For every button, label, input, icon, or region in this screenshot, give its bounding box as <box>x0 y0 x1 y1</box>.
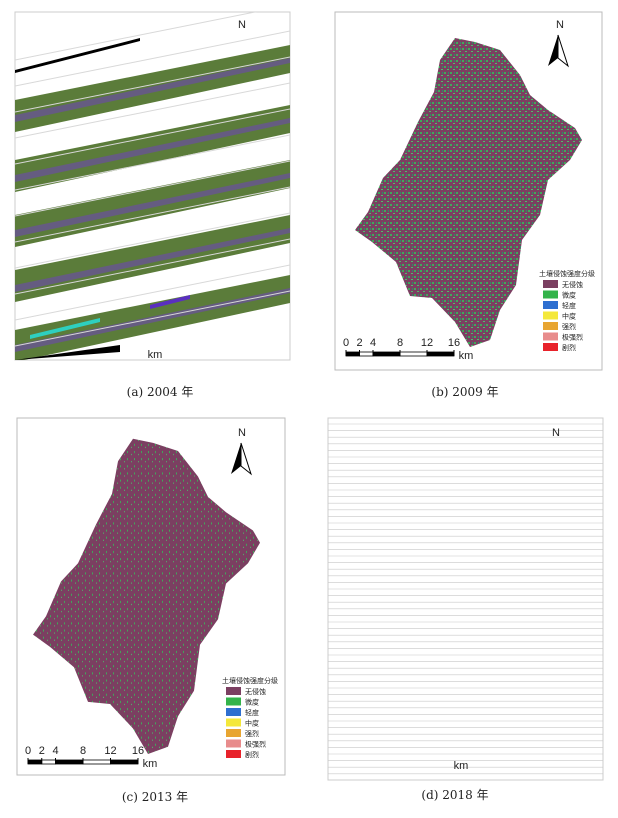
scale-label: 8 <box>80 745 86 757</box>
raster-streak <box>15 290 290 347</box>
scale-label: 8 <box>397 337 403 349</box>
scale-segment <box>82 759 111 765</box>
scale-label: 12 <box>104 745 116 757</box>
watershed-map <box>33 438 260 754</box>
panel-frame <box>334 11 603 371</box>
north-label: N <box>238 427 246 439</box>
legend-label: 轻度 <box>245 708 259 717</box>
north-label: N <box>552 427 560 439</box>
caption: (a) 2004 年 <box>127 385 194 399</box>
legend-swatch <box>226 729 241 737</box>
raster-stripe <box>15 58 290 122</box>
raster-streak <box>15 82 290 139</box>
legend-label: 无侵蚀 <box>245 687 266 696</box>
raster-stripe <box>150 295 190 309</box>
legend-swatch <box>543 280 558 288</box>
north-label: N <box>556 19 564 31</box>
raster-streak <box>15 238 290 295</box>
north-arrow <box>231 443 241 474</box>
legend-swatch <box>226 750 241 758</box>
scale-segment <box>27 759 43 765</box>
legend-title: 土壤侵蚀强度分级 <box>539 269 595 278</box>
scale-segment <box>399 351 428 357</box>
legend-swatch <box>226 697 241 706</box>
north-arrow <box>240 442 252 476</box>
legend-label: 剧烈 <box>245 750 259 759</box>
panel-frame <box>16 417 286 776</box>
legend-label: 中度 <box>245 719 259 728</box>
watershed-map <box>355 38 582 347</box>
scale-label: 2 <box>39 745 45 757</box>
legend-label: 微度 <box>245 698 259 707</box>
scale-label: 12 <box>421 337 433 349</box>
raster-stripe <box>15 288 290 352</box>
scale-unit: km <box>454 760 469 772</box>
legend-label: 轻度 <box>562 301 576 310</box>
raster-streak <box>15 134 290 191</box>
raster-streak <box>15 264 290 321</box>
raster-streak <box>15 30 290 87</box>
legend-swatch <box>543 290 558 299</box>
scale-unit: km <box>148 349 163 361</box>
scale-label: 0 <box>25 745 31 757</box>
legend-swatch <box>543 343 558 351</box>
scale-segment <box>55 759 84 765</box>
legend-label: 强烈 <box>245 729 259 738</box>
legend-label: 极强烈 <box>245 740 266 749</box>
raster-stripe <box>15 118 290 182</box>
legend-swatch <box>543 301 558 309</box>
raster-streak <box>15 12 258 61</box>
scale-label: 2 <box>356 337 362 349</box>
scale-label: 4 <box>52 745 58 757</box>
raster-stripe <box>15 38 140 73</box>
scale-label: 16 <box>132 745 144 757</box>
scale-segment <box>372 351 401 357</box>
raster-stripe <box>15 228 290 292</box>
legend-swatch <box>543 322 558 330</box>
legend-title: 土壤侵蚀强度分级 <box>222 676 278 685</box>
scale-segment <box>41 759 56 765</box>
legend-swatch <box>226 739 241 748</box>
scale-label: 4 <box>370 337 376 349</box>
raster-stripe <box>15 345 120 360</box>
legend-label: 中度 <box>562 312 576 321</box>
map-artifact <box>328 423 603 775</box>
scale-unit: km <box>143 758 158 770</box>
north-arrow <box>548 35 558 66</box>
caption: (b) 2009 年 <box>431 385 498 399</box>
legend-label: 极强烈 <box>562 333 583 342</box>
north-label: N <box>238 19 246 31</box>
scale-label: 16 <box>448 337 460 349</box>
scale-segment <box>345 351 360 357</box>
raster-streak <box>15 56 290 113</box>
raster-streak <box>15 108 290 165</box>
legend-swatch <box>543 311 558 320</box>
scale-segment <box>110 759 139 765</box>
scale-unit: km <box>459 350 474 362</box>
raster-stripe <box>30 318 100 339</box>
legend-swatch <box>226 718 241 727</box>
north-arrow <box>557 34 569 68</box>
legend-label: 强烈 <box>562 322 576 331</box>
scale-segment <box>359 351 374 357</box>
scale-label: 0 <box>343 337 349 349</box>
panel-frame <box>327 417 604 781</box>
raster-stripe <box>15 173 290 237</box>
raster-streak <box>15 212 290 269</box>
map-artifact <box>15 12 290 360</box>
raster-streak <box>15 160 290 217</box>
scale-segment <box>426 351 455 357</box>
legend-swatch <box>226 708 241 716</box>
caption: (d) 2018 年 <box>421 788 488 802</box>
legend-label: 微度 <box>562 291 576 300</box>
legend-label: 剧烈 <box>562 343 576 352</box>
caption: (c) 2013 年 <box>122 790 188 804</box>
raster-streak <box>15 186 290 243</box>
legend-label: 无侵蚀 <box>562 280 583 289</box>
legend-swatch <box>543 332 558 341</box>
legend-swatch <box>226 687 241 695</box>
